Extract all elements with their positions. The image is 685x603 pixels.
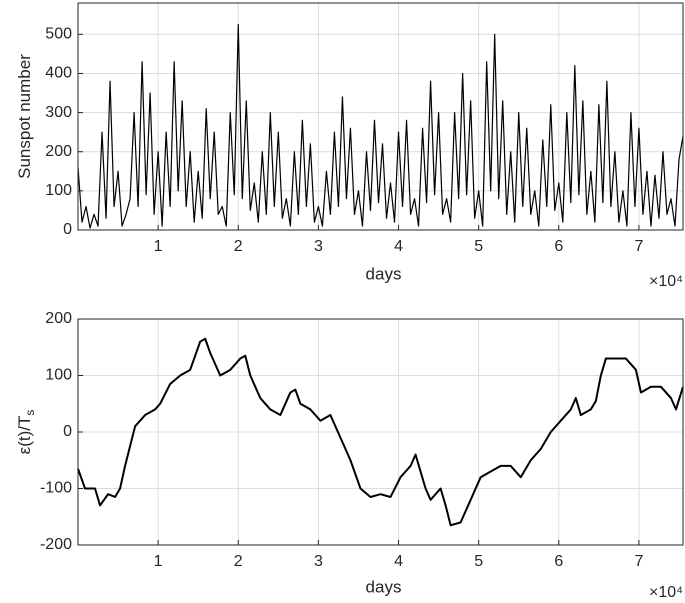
- y-tick-label: -200: [40, 536, 72, 553]
- x-tick-label: 4: [394, 238, 403, 255]
- y-tick-label: 500: [45, 26, 72, 43]
- x-exponent-label: ×10⁴: [649, 273, 683, 290]
- y-tick-label: -100: [40, 480, 72, 497]
- y-tick-label: 200: [45, 143, 72, 160]
- y-axis-label-main: ε(t)/T: [15, 416, 34, 455]
- x-tick-label: 7: [634, 238, 643, 255]
- x-exponent-label: ×10⁴: [649, 584, 683, 601]
- x-axis-label: days: [366, 577, 402, 596]
- x-tick-label: 2: [234, 553, 243, 570]
- x-tick-label: 5: [474, 238, 483, 255]
- y-axis-label-main: Sunspot number: [15, 54, 34, 179]
- x-tick-label: 3: [314, 553, 323, 570]
- data-line: [77, 23, 684, 229]
- y-tick-label: 400: [45, 65, 72, 82]
- data-line: [77, 337, 684, 527]
- y-tick-label: 100: [45, 182, 72, 199]
- x-tick-label: 6: [554, 553, 563, 570]
- x-tick-label: 1: [154, 238, 163, 255]
- x-axis-label: days: [366, 264, 402, 283]
- x-tick-label: 5: [474, 553, 483, 570]
- y-axis-label: ε(t)/Ts: [15, 410, 37, 455]
- axes-frame: [77, 318, 684, 546]
- y-tick-label: 0: [63, 221, 72, 238]
- y-tick-label: 100: [45, 367, 72, 384]
- y-axis-label-subscript: s: [23, 410, 37, 416]
- axes-frame: [77, 2, 684, 231]
- x-tick-label: 3: [314, 238, 323, 255]
- y-axis-label: Sunspot number: [15, 54, 34, 179]
- y-tick-label: 200: [45, 310, 72, 327]
- y-tick-label: 300: [45, 104, 72, 121]
- x-tick-label: 1: [154, 553, 163, 570]
- x-tick-label: 6: [554, 238, 563, 255]
- x-tick-label: 2: [234, 238, 243, 255]
- x-tick-label: 4: [394, 553, 403, 570]
- y-tick-label: 0: [63, 423, 72, 440]
- x-tick-label: 7: [634, 553, 643, 570]
